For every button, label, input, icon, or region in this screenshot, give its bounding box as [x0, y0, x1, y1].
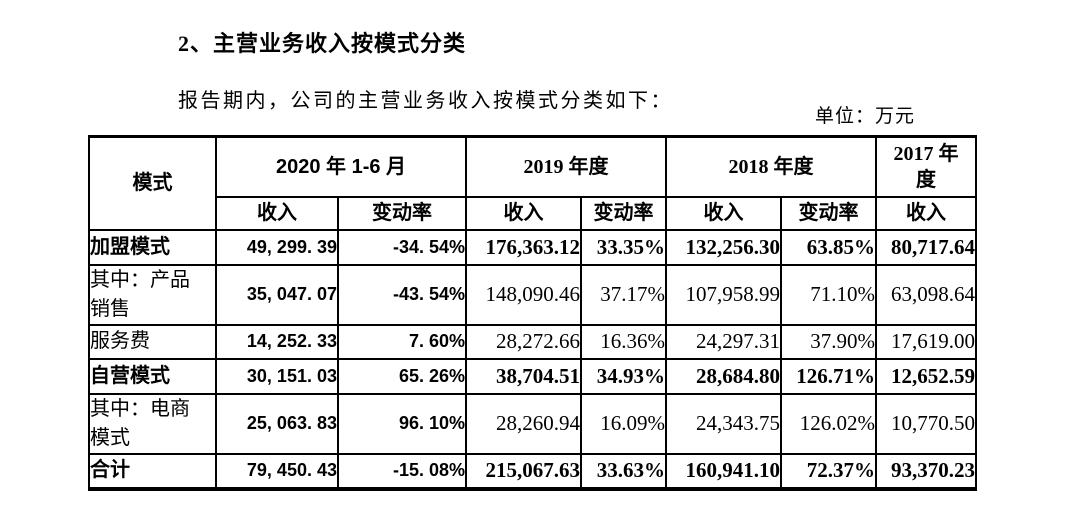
unit-note: 单位：万元: [814, 106, 915, 127]
value-cell: 126.02%: [780, 392, 878, 455]
value-cell: 72.37%: [780, 452, 878, 490]
value-cell: 37.17%: [580, 263, 668, 326]
value-cell: 37.90%: [780, 323, 878, 360]
revenue-by-mode-table: 模式 2020 年 1-6 月 2019 年度 2018 年度 2017 年 度…: [88, 135, 978, 491]
value-cell: 93,370.23: [875, 452, 978, 490]
header-period-2017: 2017 年 度: [875, 135, 978, 198]
header-row-measures: 收入 变动率 收入 变动率 收入 变动率 收入: [89, 195, 978, 231]
header-mode: 模式: [88, 135, 217, 231]
value-cell: 14, 252. 33: [215, 323, 339, 360]
mode-cell: 合计: [88, 452, 217, 490]
value-cell: 34.93%: [580, 357, 668, 395]
value-cell: 24,297.31: [665, 323, 783, 360]
header-change-rate-2019: 变动率: [580, 195, 668, 231]
table-row-total: 合计 79, 450. 43 -15. 08% 215,067.63 33.63…: [88, 452, 978, 490]
value-cell: 28,272.66: [465, 323, 583, 360]
value-cell: -43. 54%: [336, 263, 468, 326]
value-cell: 63.85%: [780, 228, 878, 266]
header-income-2020: 收入: [215, 195, 339, 231]
header-period-2020: 2020 年 1-6 月: [214, 135, 468, 198]
table-row-self-operated: 自营模式 30, 151. 03 65. 26% 38,704.51 34.93…: [88, 357, 978, 395]
value-cell: 71.10%: [780, 263, 878, 326]
value-cell: -34. 54%: [336, 228, 468, 266]
value-cell: 25, 063. 83: [215, 392, 339, 455]
header-change-rate-2018: 变动率: [780, 195, 878, 231]
table-row-service-fee: 服务费 14, 252. 33 7. 60% 28,272.66 16.36% …: [88, 323, 978, 360]
value-cell: 96. 10%: [336, 392, 468, 455]
intro-paragraph: 报告期内，公司的主营业务收入按模式分类如下：: [178, 90, 673, 112]
value-cell: 28,260.94: [465, 392, 583, 455]
value-cell: 7. 60%: [336, 323, 468, 360]
value-cell: 10,770.50: [875, 392, 978, 455]
mode-cell: 加盟模式: [88, 228, 217, 266]
value-cell: 17,619.00: [875, 323, 978, 360]
value-cell: 160,941.10: [665, 452, 783, 490]
value-cell: 63,098.64: [875, 263, 978, 326]
value-cell: 35, 047. 07: [215, 263, 339, 326]
value-cell: 33.35%: [580, 228, 668, 266]
value-cell: 148,090.46: [465, 263, 583, 326]
value-cell: 33.63%: [580, 452, 668, 490]
value-cell: 176,363.12: [465, 228, 583, 266]
value-cell: 16.09%: [580, 392, 668, 455]
header-period-2019: 2019 年度: [465, 135, 668, 198]
value-cell: 24,343.75: [665, 392, 783, 455]
header-income-2018: 收入: [665, 195, 783, 231]
value-cell: 79, 450. 43: [215, 452, 339, 490]
mode-cell: 其中：产品 销售: [88, 263, 217, 326]
table-row-franchise: 加盟模式 49, 299. 39 -34. 54% 176,363.12 33.…: [88, 228, 978, 266]
value-cell: 30, 151. 03: [215, 357, 339, 395]
value-cell: 107,958.99: [665, 263, 783, 326]
value-cell: 12,652.59: [875, 357, 978, 395]
header-income-2019: 收入: [465, 195, 583, 231]
header-period-2018: 2018 年度: [665, 135, 878, 198]
value-cell: 126.71%: [780, 357, 878, 395]
table-row-product-sales: 其中：产品 销售 35, 047. 07 -43. 54% 148,090.46…: [88, 263, 978, 326]
value-cell: 38,704.51: [465, 357, 583, 395]
mode-cell: 自营模式: [88, 357, 217, 395]
header-change-rate-2020: 变动率: [336, 195, 468, 231]
value-cell: 215,067.63: [465, 452, 583, 490]
mode-cell: 其中：电商 模式: [88, 392, 217, 455]
header-income-2017: 收入: [875, 195, 978, 231]
section-title: 2、主营业务收入按模式分类: [178, 31, 467, 57]
value-cell: 65. 26%: [336, 357, 468, 395]
value-cell: 80,717.64: [875, 228, 978, 266]
mode-cell: 服务费: [88, 323, 217, 360]
value-cell: 132,256.30: [665, 228, 783, 266]
table-row-ecommerce: 其中：电商 模式 25, 063. 83 96. 10% 28,260.94 1…: [88, 392, 978, 455]
value-cell: 16.36%: [580, 323, 668, 360]
value-cell: 28,684.80: [665, 357, 783, 395]
header-row-periods: 模式 2020 年 1-6 月 2019 年度 2018 年度 2017 年 度: [88, 135, 978, 231]
value-cell: -15. 08%: [336, 452, 468, 490]
value-cell: 49, 299. 39: [215, 228, 339, 266]
